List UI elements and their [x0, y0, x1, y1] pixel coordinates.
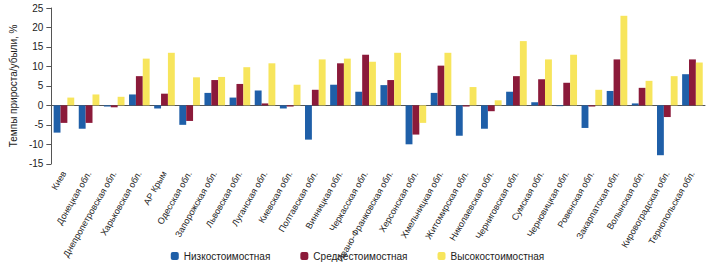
svg-text:Полтавская обл.: Полтавская обл.: [276, 169, 320, 234]
svg-text:15: 15: [32, 41, 44, 52]
svg-text:Херсонская обл.: Херсонская обл.: [377, 169, 421, 234]
svg-text:Черновицкая обл.: Черновицкая обл.: [525, 169, 572, 240]
svg-text:Хмельницкая обл.: Хмельницкая обл.: [398, 169, 446, 240]
svg-text:Ивано-Франковская обл.: Ивано-Франковская обл.: [334, 169, 396, 264]
svg-text:Киев: Киев: [50, 169, 69, 192]
svg-text:Черниговская обл.: Черниговская обл.: [474, 169, 521, 241]
svg-text:20: 20: [32, 22, 44, 33]
svg-text:Закарпатская обл.: Закарпатская обл.: [574, 169, 622, 241]
svg-text:Запорожская обл.: Запорожская обл.: [173, 169, 220, 239]
svg-text:-5: -5: [34, 119, 43, 130]
svg-text:10: 10: [32, 61, 44, 72]
svg-text:Низкостоимостная: Низкостоимостная: [184, 251, 271, 262]
svg-text:-10: -10: [29, 139, 44, 150]
svg-text:Черкасская обл.: Черкасская обл.: [327, 169, 370, 234]
svg-text:Львовская обл.: Львовская обл.: [203, 169, 245, 230]
svg-text:5: 5: [38, 80, 44, 91]
svg-text:Тернопольская обл.: Тернопольская обл.: [647, 169, 697, 246]
svg-text:Среднестоимостная: Среднестоимостная: [313, 251, 407, 262]
svg-text:Сумская обл.: Сумская обл.: [509, 169, 546, 223]
svg-text:Винницкая обл.: Винницкая обл.: [303, 169, 345, 231]
svg-text:Донецкая обл.: Донецкая обл.: [54, 169, 94, 227]
svg-text:25: 25: [32, 3, 44, 14]
svg-text:Одесская обл.: Одесская обл.: [155, 169, 194, 227]
svg-text:Днепропетровская обл.: Днепропетровская обл.: [61, 169, 119, 259]
svg-text:Темпы прироста/убыли, %: Темпы прироста/убыли, %: [8, 24, 19, 147]
svg-text:Луганская обл.: Луганская обл.: [229, 169, 270, 228]
svg-text:Николаевская обл.: Николаевская обл.: [448, 169, 496, 242]
svg-text:0: 0: [38, 100, 44, 111]
svg-text:Высокостоимостная: Высокостоимостная: [451, 251, 545, 262]
svg-text:Волынская обл.: Волынская обл.: [604, 169, 647, 232]
svg-text:Ровенская обл.: Ровенская обл.: [555, 169, 597, 230]
svg-text:-15: -15: [29, 158, 44, 169]
svg-text:Кировоградская обл.: Кировоградская обл.: [619, 169, 672, 250]
svg-text:АР Крым: АР Крым: [141, 169, 168, 206]
svg-text:Киевская обл.: Киевская обл.: [256, 169, 295, 225]
svg-text:Харьковская обл.: Харьковская обл.: [99, 169, 144, 237]
svg-text:Житомирская обл.: Житомирская обл.: [423, 169, 470, 241]
